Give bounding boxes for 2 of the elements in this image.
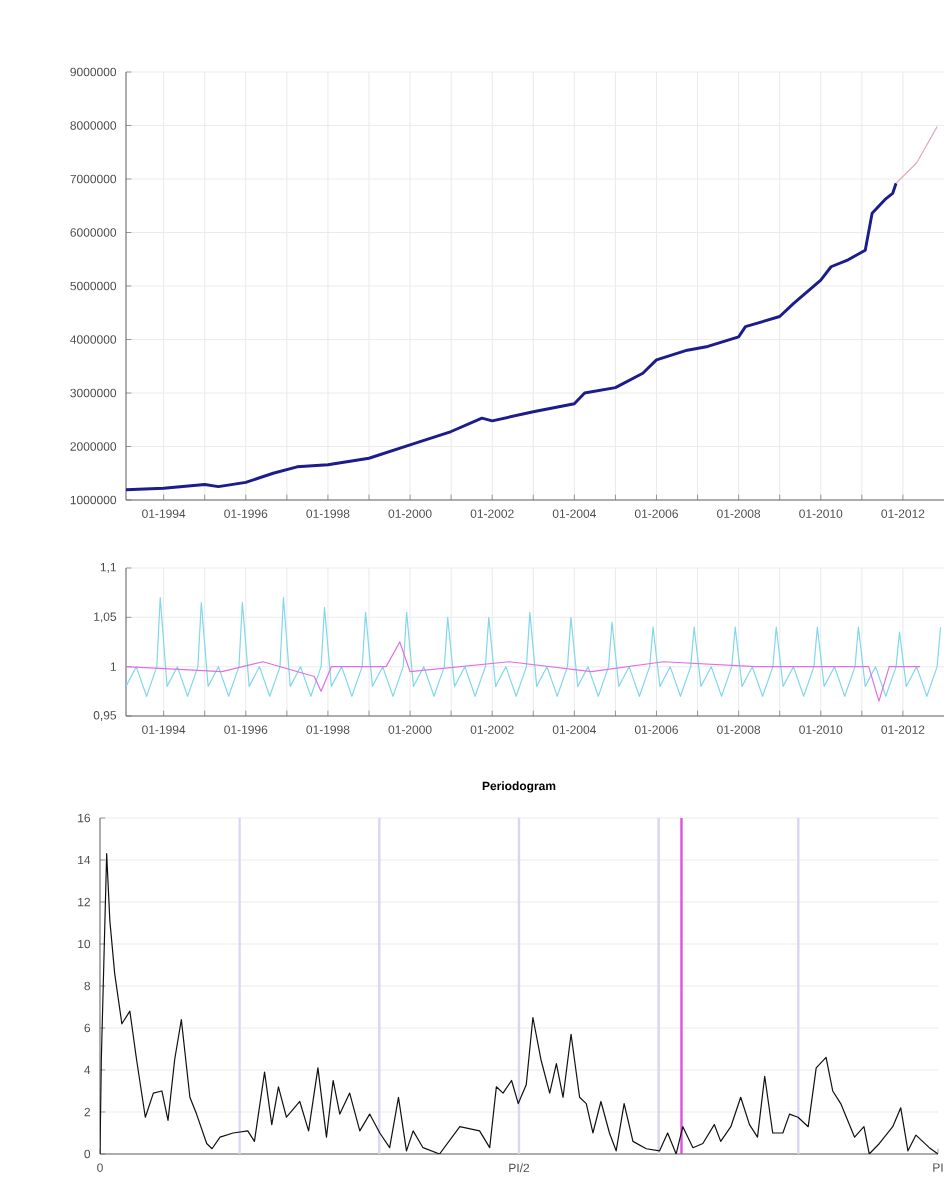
- line-series: [126, 181, 898, 492]
- line-series: [126, 596, 942, 697]
